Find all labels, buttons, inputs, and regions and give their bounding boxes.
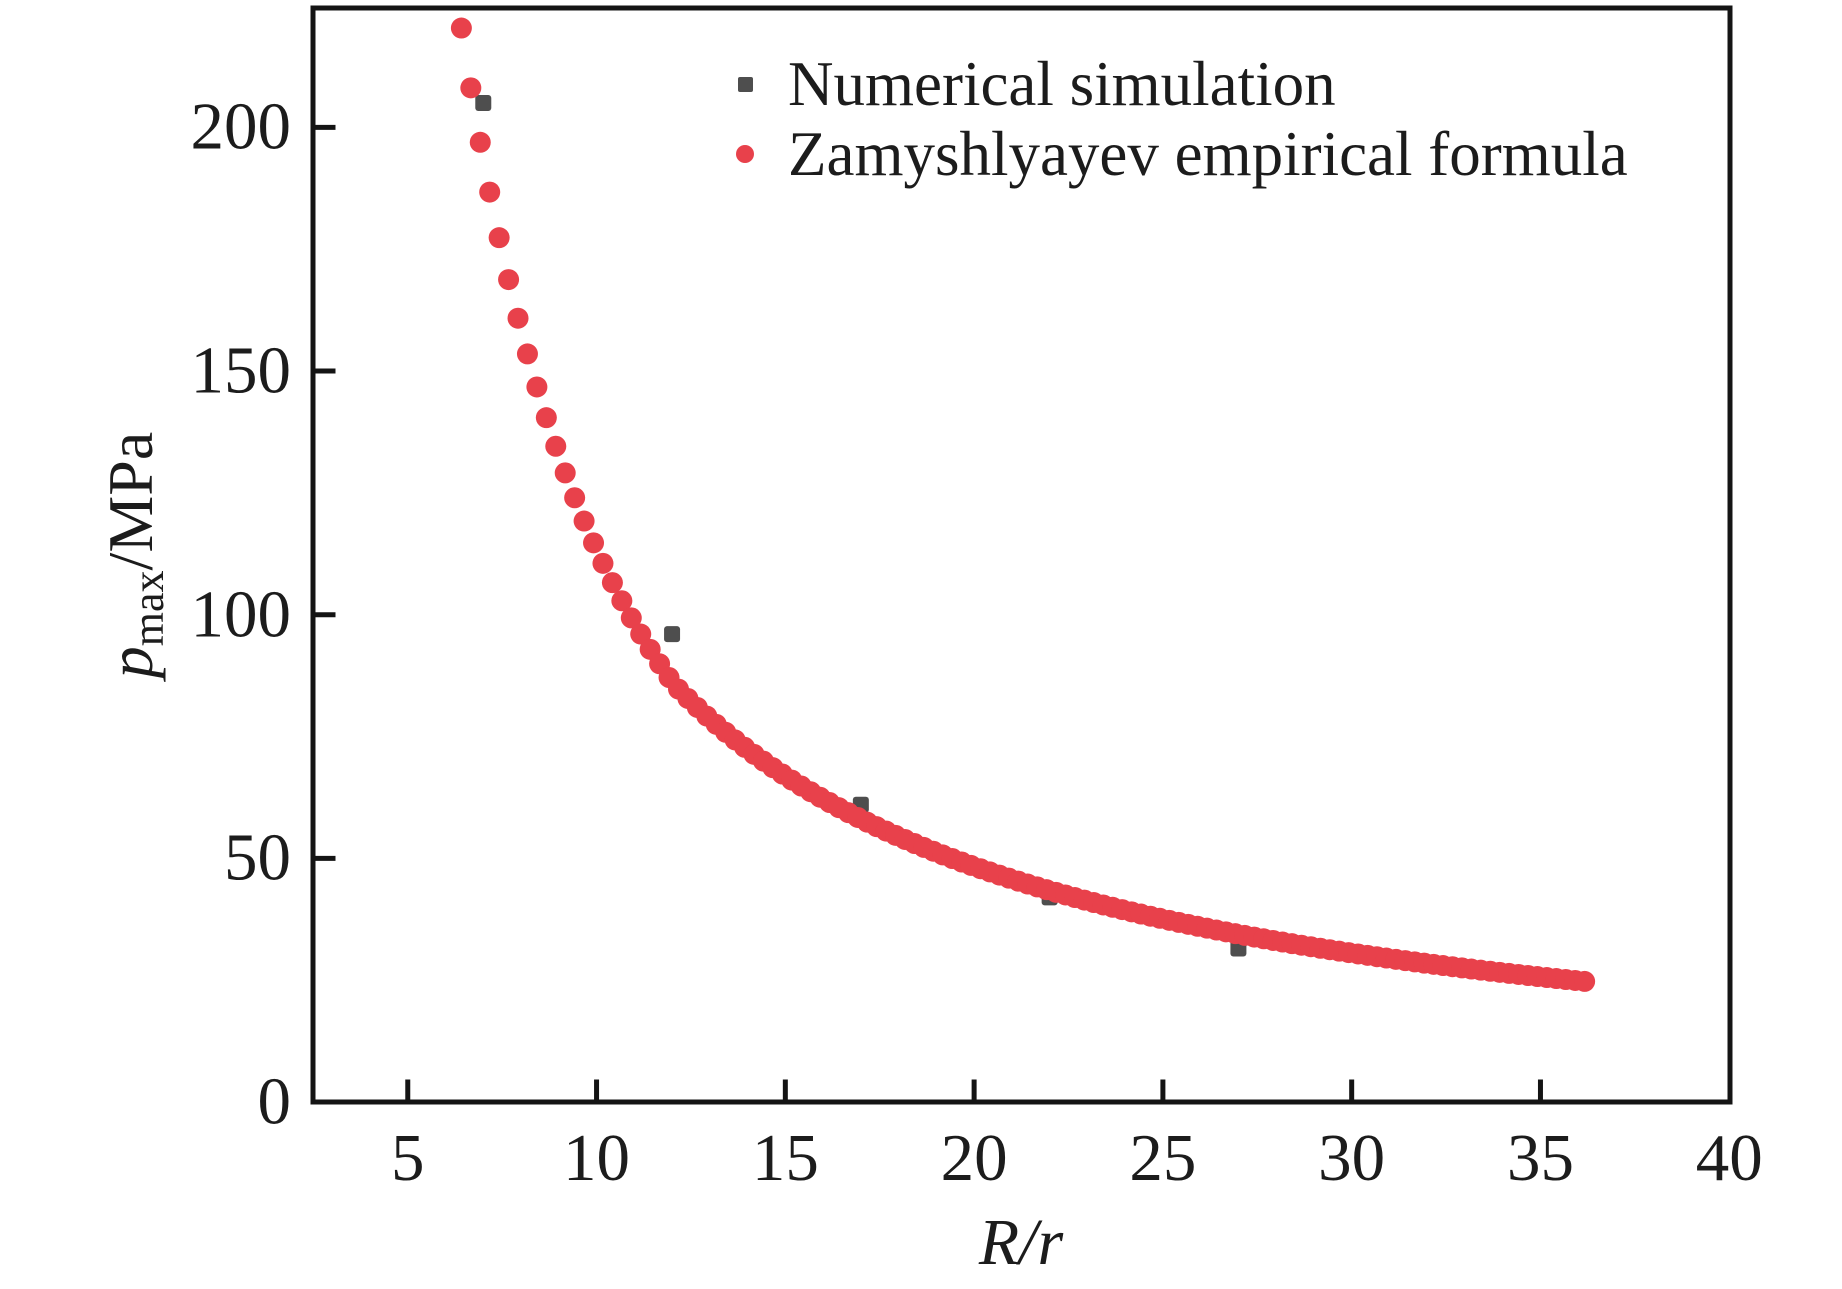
y-tick-label-0: 0	[257, 1064, 292, 1139]
empirical-curve-dot	[620, 607, 642, 629]
simulation-point	[664, 626, 681, 643]
empirical-curve-dot	[526, 376, 548, 398]
x-tick-label-5: 5	[391, 1121, 425, 1195]
empirical-curve-dot	[460, 77, 482, 99]
simulation-point	[475, 95, 492, 112]
y-axis-unit: /MPa	[95, 431, 166, 571]
y-tick-label-50: 50	[224, 820, 291, 895]
square-marker-icon	[737, 76, 753, 92]
x-tick-label-10: 10	[563, 1121, 631, 1195]
empirical-curve-dot	[516, 343, 538, 365]
empirical-curve-dot	[498, 269, 520, 291]
x-tick-label-40: 40	[1695, 1121, 1763, 1195]
legend-item-empirical-formula: Zamyshlyayev empirical formula	[724, 119, 1628, 189]
empirical-curve-dot	[1574, 970, 1596, 992]
x-tick-label-25: 25	[1129, 1121, 1197, 1195]
x-tick-label-20: 20	[940, 1121, 1008, 1195]
y-axis-label: pmax/MPa	[95, 432, 173, 678]
y-axis-symbol: p	[95, 646, 166, 679]
y-tick-label-200: 200	[190, 89, 292, 164]
empirical-curve-dot	[573, 510, 595, 532]
empirical-curve-dot	[488, 227, 510, 249]
empirical-curve-dot	[545, 435, 567, 457]
legend: Numerical simulation Zamyshlyayev empiri…	[724, 49, 1628, 189]
axis-ticks	[315, 124, 1543, 1100]
empirical-curve-dot	[601, 572, 623, 594]
circle-marker-icon	[736, 145, 754, 163]
legend-label: Numerical simulation	[788, 48, 1336, 119]
empirical-curve-dot	[611, 590, 633, 612]
x-tick-label-35: 35	[1506, 1121, 1574, 1195]
x-axis-label: R/r	[978, 1206, 1064, 1279]
empirical-curve-dot	[507, 307, 529, 329]
empirical-curve-dot	[479, 181, 501, 203]
legend-marker-cell	[724, 76, 766, 92]
x-tick-label-30: 30	[1318, 1121, 1386, 1195]
empirical-curve-dot	[469, 131, 491, 153]
y-tick-label-150: 150	[190, 333, 292, 408]
empirical-curve-dot	[630, 623, 652, 645]
data-series	[450, 17, 1596, 992]
empirical-curve-dot	[450, 17, 472, 39]
y-tick-label-100: 100	[190, 577, 292, 652]
y-axis-subscript: max	[124, 570, 173, 647]
empirical-curve-dot	[564, 487, 586, 509]
empirical-curve-dot	[535, 407, 557, 429]
empirical-curve-dot	[583, 532, 605, 554]
plot-frame	[310, 5, 1733, 1105]
empirical-curve-dot	[554, 462, 576, 484]
legend-label: Zamyshlyayev empirical formula	[788, 118, 1628, 189]
x-tick-label-15: 15	[751, 1121, 819, 1195]
legend-item-numerical-simulation: Numerical simulation	[724, 49, 1628, 119]
legend-marker-cell	[724, 145, 766, 163]
empirical-curve-dot	[592, 552, 614, 574]
